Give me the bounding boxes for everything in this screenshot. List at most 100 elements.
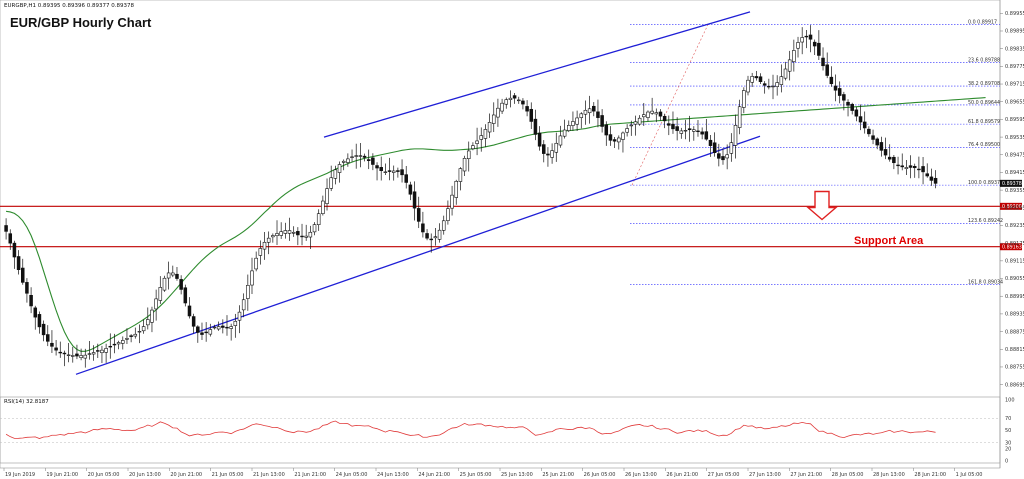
candle-body — [496, 107, 500, 118]
candle-body — [471, 145, 475, 150]
support-price-label: 0.89163 — [1002, 244, 1022, 250]
candle-body — [79, 355, 83, 358]
candle-body — [929, 176, 934, 181]
candle — [783, 61, 788, 81]
candle — [325, 178, 329, 211]
candle-body — [900, 165, 904, 168]
candle — [404, 165, 408, 189]
candle — [483, 124, 488, 148]
candle — [112, 333, 117, 354]
candle — [133, 327, 138, 339]
candle — [287, 217, 292, 241]
candle-body — [41, 323, 46, 336]
candle — [383, 163, 388, 176]
candle — [537, 126, 542, 151]
candle-body — [191, 316, 196, 327]
time-tick-label: 28 Jun 13:00 — [873, 472, 905, 478]
candle — [375, 162, 379, 181]
candle-body — [33, 307, 38, 318]
candle — [933, 170, 938, 189]
candle-body — [204, 331, 208, 334]
candle — [412, 181, 417, 221]
candle — [437, 223, 442, 243]
candle-body — [75, 353, 79, 357]
candle-body — [629, 124, 634, 127]
candle-body — [862, 121, 867, 129]
candle-body — [483, 129, 488, 139]
candle — [871, 129, 875, 145]
candle-body — [116, 342, 121, 345]
candle — [50, 330, 54, 354]
candle-body — [879, 142, 884, 151]
candle — [421, 211, 425, 238]
candle — [150, 306, 154, 333]
candle-body — [108, 345, 113, 348]
candle — [196, 325, 200, 343]
candle-body — [325, 188, 329, 204]
candle-body — [221, 325, 225, 328]
candle-body — [908, 165, 913, 168]
price-tick-label: 0.89895 — [1005, 29, 1024, 35]
candle-body — [371, 157, 375, 165]
candle — [258, 240, 263, 265]
candle — [904, 159, 909, 176]
candle-body — [91, 352, 96, 355]
candle-body — [96, 350, 100, 352]
candle-body — [637, 117, 642, 125]
candle — [687, 115, 692, 142]
candle-body — [696, 130, 700, 133]
candle — [75, 344, 79, 360]
candle — [58, 341, 63, 358]
candle — [725, 144, 729, 170]
candle — [842, 91, 846, 111]
candle-body — [87, 353, 92, 355]
candle — [571, 111, 575, 131]
down-arrow-icon — [806, 190, 838, 221]
candle-body — [558, 135, 563, 146]
candle — [633, 115, 638, 136]
current-price-box — [1000, 179, 1022, 187]
time-tick-label: 19 Jun 2019 — [5, 472, 35, 478]
candle — [12, 240, 17, 269]
candle-body — [279, 231, 283, 236]
candle — [216, 321, 221, 331]
time-tick-label: 28 Jun 21:00 — [914, 472, 946, 478]
candle — [429, 233, 433, 253]
candle — [617, 135, 621, 150]
candle-body — [450, 194, 454, 209]
time-tick-label: 21 Jun 21:00 — [294, 472, 326, 478]
candle-body — [837, 88, 842, 96]
price-tick-label: 0.88995 — [1005, 294, 1024, 300]
candle-body — [700, 131, 704, 135]
candle — [929, 168, 934, 186]
candle — [804, 30, 809, 49]
candle-body — [600, 115, 604, 127]
candle — [400, 159, 404, 183]
candle-body — [633, 121, 638, 125]
candle — [83, 348, 88, 368]
candle-body — [4, 225, 8, 232]
candle-body — [300, 235, 304, 238]
candle-body — [650, 110, 654, 114]
candle — [558, 125, 563, 148]
candle-body — [175, 273, 179, 279]
candle-body — [254, 257, 258, 270]
candle — [350, 149, 354, 162]
candle-body — [750, 76, 754, 83]
candle — [471, 142, 475, 151]
time-tick-label: 25 Jun 05:00 — [460, 472, 492, 478]
time-tick-label: 20 Jun 21:00 — [170, 472, 202, 478]
candle-body — [171, 272, 175, 276]
candle-body — [554, 142, 559, 153]
candle-body — [829, 76, 834, 85]
candle-body — [758, 76, 763, 82]
candle-body — [479, 135, 484, 140]
candle — [187, 297, 192, 319]
candle-body — [454, 180, 458, 198]
candle — [125, 328, 129, 344]
candle-body — [12, 242, 17, 258]
candle-body — [575, 117, 579, 125]
candle — [116, 340, 121, 350]
candle — [33, 305, 38, 330]
